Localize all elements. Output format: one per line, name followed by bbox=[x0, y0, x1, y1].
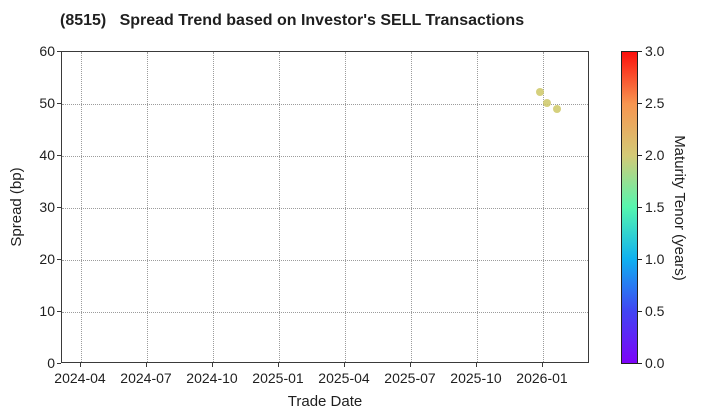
gridline bbox=[477, 52, 478, 362]
colorbar-tick-mark bbox=[638, 259, 642, 260]
colorbar bbox=[621, 51, 638, 364]
y-tick-label: 10 bbox=[39, 303, 55, 319]
colorbar-tick-label: 2.0 bbox=[645, 147, 665, 163]
colorbar-tick-mark bbox=[638, 51, 642, 52]
colorbar-tick-label: 1.5 bbox=[645, 199, 665, 215]
gridline bbox=[279, 52, 280, 362]
colorbar-label: Maturity Tenor (years) bbox=[671, 135, 688, 281]
gridline bbox=[62, 208, 588, 209]
x-tick-mark bbox=[146, 363, 147, 367]
gridline bbox=[411, 52, 412, 362]
y-tick-mark bbox=[57, 51, 61, 52]
gridline bbox=[345, 52, 346, 362]
y-tick-label: 20 bbox=[39, 251, 55, 267]
colorbar-tick-label: 0.0 bbox=[645, 355, 665, 371]
x-tick-mark bbox=[80, 363, 81, 367]
data-point bbox=[542, 99, 551, 108]
y-tick-label: 0 bbox=[47, 355, 55, 371]
colorbar-tick-mark bbox=[638, 103, 642, 104]
gridline bbox=[147, 52, 148, 362]
y-tick-label: 30 bbox=[39, 199, 55, 215]
y-tick-mark bbox=[57, 207, 61, 208]
x-tick-mark bbox=[476, 363, 477, 367]
colorbar-tick-label: 1.0 bbox=[645, 251, 665, 267]
gridline bbox=[81, 52, 82, 362]
y-tick-mark bbox=[57, 259, 61, 260]
y-tick-label: 60 bbox=[39, 43, 55, 59]
gridline bbox=[62, 312, 588, 313]
x-tick-mark bbox=[278, 363, 279, 367]
data-point bbox=[535, 88, 544, 97]
colorbar-tick-mark bbox=[638, 363, 642, 364]
y-tick-mark bbox=[57, 155, 61, 156]
x-tick-label: 2024-10 bbox=[186, 370, 238, 386]
x-tick-label: 2026-01 bbox=[516, 370, 568, 386]
gridline bbox=[62, 156, 588, 157]
gridline bbox=[62, 104, 588, 105]
colorbar-tick-mark bbox=[638, 207, 642, 208]
x-tick-label: 2024-07 bbox=[120, 370, 172, 386]
plot-area bbox=[61, 51, 589, 363]
x-tick-label: 2025-07 bbox=[384, 370, 436, 386]
gridline bbox=[213, 52, 214, 362]
colorbar-tick-label: 3.0 bbox=[645, 43, 665, 59]
colorbar-tick-mark bbox=[638, 311, 642, 312]
chart-title: (8515) Spread Trend based on Investor's … bbox=[60, 12, 525, 29]
data-point bbox=[553, 105, 562, 114]
x-tick-label: 2025-10 bbox=[450, 370, 502, 386]
y-tick-label: 50 bbox=[39, 95, 55, 111]
y-tick-mark bbox=[57, 363, 61, 364]
gridline bbox=[62, 260, 588, 261]
x-tick-label: 2025-01 bbox=[252, 370, 304, 386]
x-tick-label: 2025-04 bbox=[318, 370, 370, 386]
x-tick-label: 2024-04 bbox=[54, 370, 106, 386]
x-tick-mark bbox=[542, 363, 543, 367]
colorbar-tick-label: 2.5 bbox=[645, 95, 665, 111]
x-tick-mark bbox=[410, 363, 411, 367]
colorbar-tick-mark bbox=[638, 155, 642, 156]
colorbar-tick-label: 0.5 bbox=[645, 303, 665, 319]
y-tick-mark bbox=[57, 311, 61, 312]
gridline bbox=[543, 52, 544, 362]
y-tick-mark bbox=[57, 103, 61, 104]
x-tick-mark bbox=[344, 363, 345, 367]
x-tick-mark bbox=[212, 363, 213, 367]
x-axis-label: Trade Date bbox=[287, 393, 363, 410]
y-tick-label: 40 bbox=[39, 147, 55, 163]
